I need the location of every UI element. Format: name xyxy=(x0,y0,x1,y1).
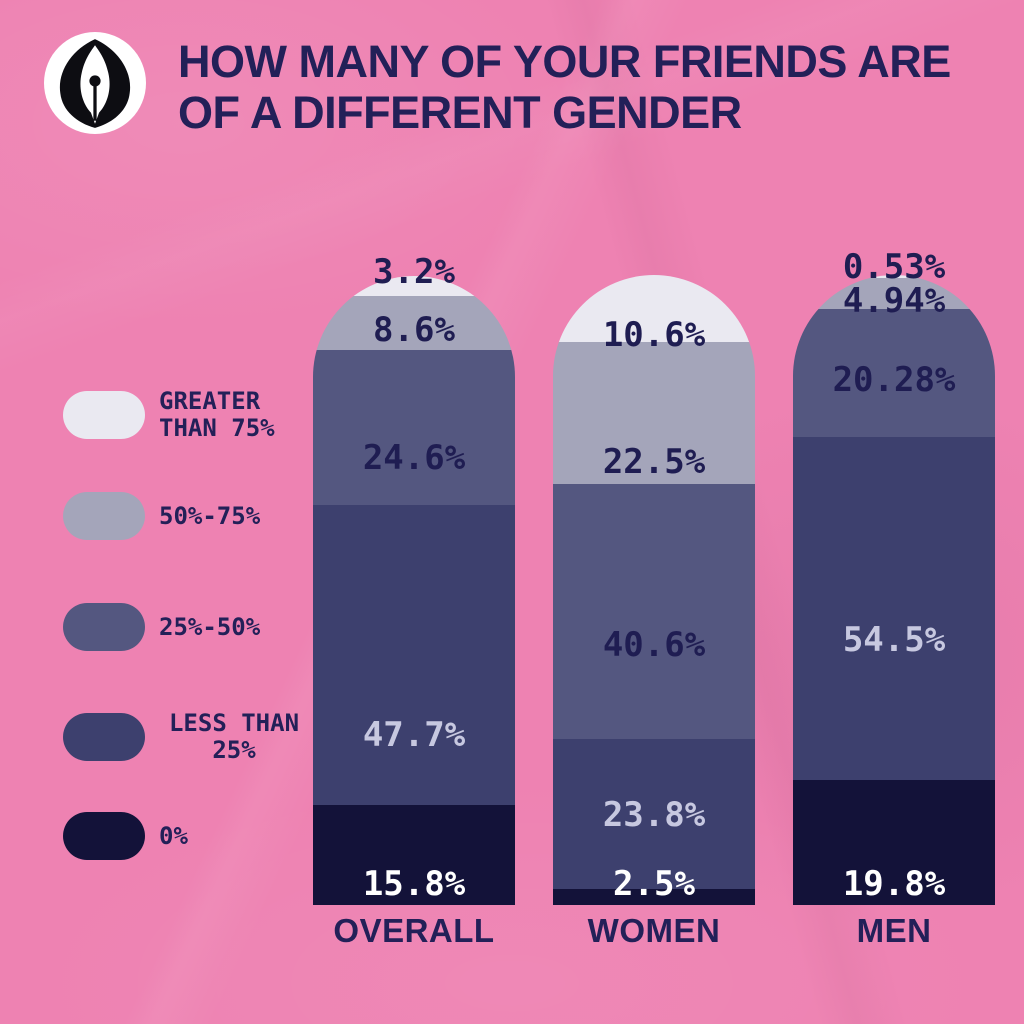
segment-men-greater-than-75 xyxy=(793,274,995,278)
value-label-women-50-75: 22.5% xyxy=(602,442,706,482)
segment-overall-25-50 xyxy=(313,349,515,505)
legend-swatch-50-75 xyxy=(63,492,145,540)
pen-nib-icon xyxy=(44,32,146,134)
legend-label-line: THAN 75% xyxy=(159,414,275,442)
title-line-2: OF A DIFFERENT GENDER xyxy=(178,87,742,138)
legend-label: LESS THAN 25% xyxy=(159,710,309,764)
segment-overall-0 xyxy=(313,805,515,905)
legend-label: 0% xyxy=(159,821,309,850)
title-line-1: HOW MANY OF YOUR FRIENDS ARE xyxy=(178,36,951,87)
segment-women-25-50 xyxy=(553,483,755,740)
legend-item-0: 0% xyxy=(63,812,309,860)
legend-label-line: 25% xyxy=(212,736,256,764)
legend-label-line: 25%-50% xyxy=(159,612,261,641)
value-label-men-greater-than-75: 0.53% xyxy=(842,247,946,287)
value-label-women-0: 2.5% xyxy=(613,864,695,904)
value-label-women-25-50: 40.6% xyxy=(602,625,706,665)
legend-swatch-greater-than-75 xyxy=(63,391,145,439)
segment-overall-less-than-25 xyxy=(313,504,515,806)
value-label-overall-50-75: 8.6% xyxy=(373,310,455,350)
legend-item-greater-than-75: GREATER THAN 75% xyxy=(63,388,309,442)
legend-item-50-75: 50%-75% xyxy=(63,492,309,540)
segment-overall-50-75 xyxy=(313,295,515,350)
category-label-overall: OVERALL xyxy=(333,912,495,949)
legend-swatch-less-than-25 xyxy=(63,713,145,761)
legend-swatch-0 xyxy=(63,812,145,860)
legend-swatch-25-50 xyxy=(63,603,145,651)
legend-label-line: 0% xyxy=(159,821,188,850)
value-label-men-25-50: 20.28% xyxy=(832,360,956,400)
segment-men-less-than-25 xyxy=(793,436,995,781)
value-label-overall-25-50: 24.6% xyxy=(362,438,466,478)
value-label-overall-0: 15.8% xyxy=(362,864,466,904)
legend-label: 25%-50% xyxy=(159,612,309,641)
value-label-women-less-than-25: 23.8% xyxy=(602,795,706,835)
bar-overall xyxy=(313,275,515,905)
legend-item-25-50: 25%-50% xyxy=(63,603,309,651)
segment-women-0 xyxy=(553,889,755,905)
legend-label: GREATER THAN 75% xyxy=(159,388,309,442)
value-label-men-0: 19.8% xyxy=(842,864,946,904)
legend-label-line: LESS THAN xyxy=(168,709,300,737)
value-label-men-50-75: 4.94% xyxy=(842,281,946,321)
segment-women-less-than-25 xyxy=(553,739,755,890)
value-label-men-less-than-25: 54.5% xyxy=(842,620,946,660)
value-label-women-greater-than-75: 10.6% xyxy=(602,315,706,355)
logo xyxy=(44,32,146,134)
segment-men-0 xyxy=(793,780,995,905)
value-label-overall-greater-than-75: 3.2% xyxy=(373,252,455,292)
legend-label-line: GREATER xyxy=(159,387,261,415)
legend-label-line: 50%-75% xyxy=(159,501,261,530)
bar-women xyxy=(553,275,755,905)
category-label-women: WOMEN xyxy=(587,912,721,949)
legend-item-less-than-25: LESS THAN 25% xyxy=(63,710,309,764)
legend-label: 50%-75% xyxy=(159,501,309,530)
bar-men xyxy=(793,274,995,905)
value-label-overall-less-than-25: 47.7% xyxy=(362,715,466,755)
segment-men-25-50 xyxy=(793,309,995,437)
segment-women-50-75 xyxy=(553,341,755,484)
category-label-men: MEN xyxy=(856,912,932,949)
chart-title: HOW MANY OF YOUR FRIENDS ARE OF A DIFFERE… xyxy=(178,36,951,138)
